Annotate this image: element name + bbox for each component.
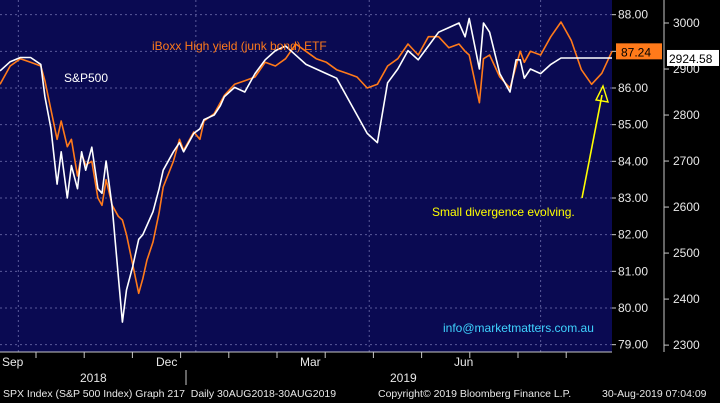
last-value-tag-sp500 xyxy=(667,49,719,66)
year-label: 2019 xyxy=(390,371,417,385)
divergence-arrow-head xyxy=(594,84,610,103)
left-tick-label: 79.00 xyxy=(618,338,648,352)
footer-security-info: SPX Index (S&P 500 Index) Graph 217 Dail… xyxy=(3,388,337,400)
x-tick-label: Jun xyxy=(454,355,473,369)
series-line-sp500 xyxy=(0,17,612,323)
left-tick-label: 86.00 xyxy=(618,81,648,95)
left-tick-label: 84.00 xyxy=(618,154,648,168)
annotation-divergence: Small divergence evolving. xyxy=(432,205,575,219)
left-tick-label: 80.00 xyxy=(618,301,648,315)
right-tick-label: 2500 xyxy=(673,246,700,260)
year-label: 2018 xyxy=(80,371,107,385)
x-tick-label: Dec xyxy=(156,355,177,369)
left-tick-label: 85.00 xyxy=(618,118,648,132)
footer-timestamp: 30-Aug-2019 07:04:09 xyxy=(602,388,707,400)
last-value-tags: 87.24 2924.58 xyxy=(616,43,719,66)
left-tick-label: 82.00 xyxy=(618,228,648,242)
annotation-junk-bond: iBoxx High yield (junk bond) ETF xyxy=(152,39,327,53)
x-axis-panel xyxy=(0,352,720,385)
footer-copyright: Copyright© 2019 Bloomberg Finance L.P. xyxy=(378,388,572,400)
last-value-tag-junk-bond xyxy=(616,43,662,60)
x-tick-label: Mar xyxy=(300,355,321,369)
footer-bar: SPX Index (S&P 500 Index) Graph 217 Dail… xyxy=(0,385,720,403)
x-tick-label: Sep xyxy=(2,355,24,369)
right-tick-label: 2800 xyxy=(673,108,700,122)
right-tick-label: 2400 xyxy=(673,292,700,306)
left-tick-label: 81.00 xyxy=(618,264,648,278)
last-value-label-sp500: 2924.58 xyxy=(669,52,713,66)
annotation-sp500: S&P500 xyxy=(64,71,108,85)
annotations: iBoxx High yield (junk bond) ETF S&P500 … xyxy=(64,39,610,335)
series-group xyxy=(0,17,613,323)
annotation-email: info@marketmatters.com.au xyxy=(443,321,594,335)
right-tick-label: 2300 xyxy=(673,338,700,352)
plot-background xyxy=(0,0,612,352)
x-axis: Sep Dec Mar Jun 2018 2019 xyxy=(0,351,612,385)
right-tick-label: 3000 xyxy=(673,16,700,30)
divergence-arrow-line xyxy=(581,94,603,199)
right-tick-label: 2700 xyxy=(673,154,700,168)
last-value-label-junk-bond: 87.24 xyxy=(621,45,651,59)
left-tick-label: 88.00 xyxy=(618,8,648,22)
right-tick-label: 2600 xyxy=(673,200,700,214)
left-tick-label: 83.00 xyxy=(618,191,648,205)
